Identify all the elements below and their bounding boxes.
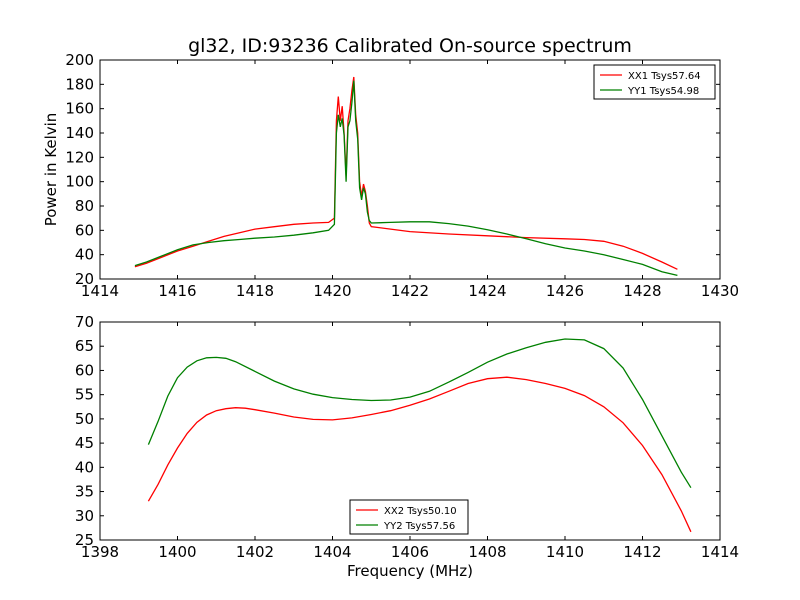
- x-tick-label: 1428: [623, 282, 661, 300]
- y-tick-label: 50: [75, 410, 94, 428]
- y-tick-label: 55: [75, 386, 94, 404]
- x-tick-label: 1406: [391, 543, 429, 561]
- x-tick-label: 1418: [236, 282, 274, 300]
- y-tick-label: 40: [75, 458, 94, 476]
- x-tick-label: 1420: [313, 282, 351, 300]
- x-tick-label: 1426: [546, 282, 584, 300]
- x-axis-label: Frequency (MHz): [347, 562, 473, 580]
- legend-label-2: YY2 Tsys57.56: [383, 521, 455, 532]
- legend-label-1: XX1 Tsys57.64: [628, 71, 701, 82]
- y-tick-label: 140: [65, 124, 94, 142]
- y-tick-label: 35: [75, 483, 94, 501]
- legend-label-2: YY1 Tsys54.98: [627, 86, 699, 97]
- y-tick-label: 100: [65, 173, 94, 191]
- y-tick-label: 45: [75, 434, 94, 452]
- y-tick-label: 20: [75, 270, 94, 288]
- x-tick-label: 1414: [81, 282, 119, 300]
- x-tick-label: 1408: [468, 543, 506, 561]
- legend: XX1 Tsys57.64 YY1 Tsys54.98: [593, 64, 716, 100]
- x-tick-label: 1412: [623, 543, 661, 561]
- y-tick-label: 160: [65, 100, 94, 118]
- y-tick-label: 80: [75, 197, 94, 215]
- chart-title: gl32, ID:93236 Calibrated On-source spec…: [188, 35, 632, 57]
- series-line-2: [134, 80, 678, 277]
- x-tick-label: 1404: [313, 543, 351, 561]
- x-tick-label: 1424: [468, 282, 506, 300]
- y-tick-label: 60: [75, 221, 94, 239]
- y-tick-label: 60: [75, 361, 94, 379]
- chart-top: 1414 1416 1418 1420 1422 1424 1426 1428 1430 20 40…: [42, 35, 739, 300]
- y-tick-label: 200: [65, 51, 94, 69]
- legend-box: [593, 64, 716, 100]
- series-line-1: [147, 376, 692, 533]
- y-tick-label: 30: [75, 507, 94, 525]
- legend-label-1: XX2 Tsys50.10: [384, 506, 457, 517]
- x-tick-label: 1430: [701, 282, 739, 300]
- y-tick-label: 25: [75, 531, 94, 549]
- series-line-1: [134, 76, 678, 270]
- y-tick-label: 65: [75, 337, 94, 355]
- y-tick-label: 70: [75, 313, 94, 331]
- series-line-2: [147, 338, 692, 489]
- x-tick-label: 1414: [701, 543, 739, 561]
- legend-box: [349, 499, 469, 535]
- x-tick-label: 1416: [158, 282, 196, 300]
- x-tick-label: 1422: [391, 282, 429, 300]
- x-tick-label: 1400: [158, 543, 196, 561]
- legend: XX2 Tsys50.10 YY2 Tsys57.56: [349, 499, 469, 535]
- x-tick-label: 1410: [546, 543, 584, 561]
- x-tick-label: 1402: [236, 543, 274, 561]
- y-axis-label: Power in Kelvin: [42, 113, 60, 227]
- chart-bottom: 1398 1400 1402 1404 1406 1408 1410 1412 1414 25 30…: [75, 313, 739, 580]
- y-tick-label: 40: [75, 246, 94, 264]
- x-tick-label: 1398: [81, 543, 119, 561]
- y-tick-label: 180: [65, 75, 94, 93]
- y-tick-label: 120: [65, 148, 94, 166]
